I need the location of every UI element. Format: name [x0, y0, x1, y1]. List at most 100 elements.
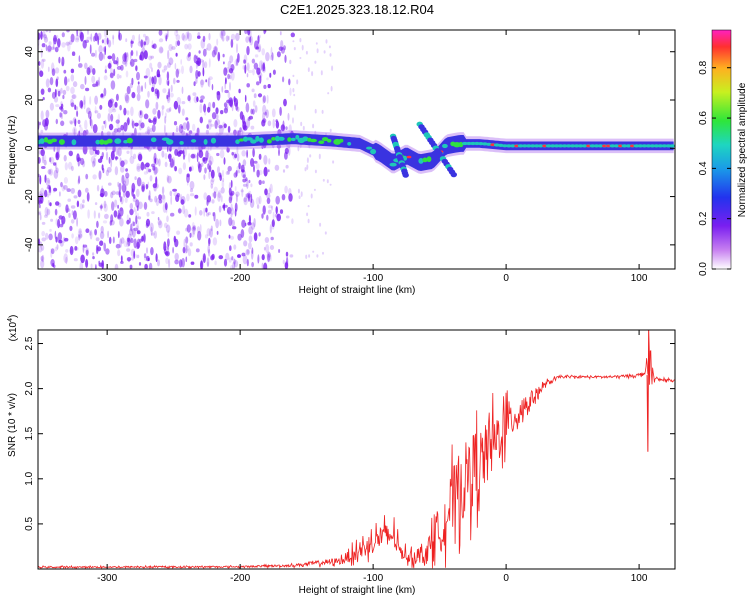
spectrogram-noise-blob	[192, 123, 196, 132]
spectrogram-noise-blob	[223, 123, 227, 129]
spectrogram-noise-blob	[230, 179, 233, 189]
spectrogram-noise-blob	[292, 117, 294, 124]
spectrogram-noise-blob	[158, 194, 163, 201]
spectrogram-noise-blob	[82, 204, 85, 209]
spectrogram-ytick-label: 0	[24, 145, 35, 151]
spectrogram-noise-blob	[287, 146, 291, 156]
spectrogram-ridge-core	[58, 139, 65, 145]
spectrogram-noise-blob	[158, 158, 161, 167]
spectrogram-noise-blob	[143, 233, 146, 243]
spectrogram-noise-blob	[158, 220, 163, 229]
spectrogram-noise-blob	[87, 110, 92, 120]
spectrogram-noise-blob	[269, 72, 272, 78]
spectrogram-noise-blob	[186, 180, 189, 186]
spectrogram-noise-blob	[202, 48, 207, 57]
spectrogram-noise-blob	[252, 68, 255, 76]
spectrogram-noise-blob	[250, 249, 254, 260]
spectrogram-noise-blob	[208, 249, 211, 257]
spectrogram-noise-blob	[292, 88, 295, 93]
spectrogram-noise-blob	[256, 169, 260, 178]
spectrogram-noise-blob	[72, 81, 78, 88]
spectrogram-noise-blob	[227, 91, 231, 99]
spectrogram-noise-blob	[229, 55, 234, 63]
spectrogram-noise-blob	[114, 199, 118, 208]
spectrogram-noise-blob	[136, 71, 140, 81]
spectrogram-noise-blob	[38, 238, 41, 245]
spectrogram-noise-blob	[236, 145, 239, 155]
spectrogram-noise-blob	[246, 62, 250, 71]
spectrogram-noise-blob	[78, 55, 81, 63]
spectrogram-noise-blob	[108, 107, 113, 114]
spectrogram-noise-blob	[84, 119, 88, 130]
spectrogram-noise-blob	[116, 73, 120, 80]
spectrogram-noise-blob	[189, 166, 192, 172]
spectrogram-noise-blob	[183, 238, 186, 249]
spectrogram-noise-blob	[250, 158, 255, 167]
spectrogram-noise-blob	[168, 158, 172, 162]
spectrogram-noise-blob	[105, 248, 110, 255]
spectrogram-ridge	[38, 133, 674, 171]
spectrogram-noise-blob	[249, 30, 252, 39]
spectrogram-noise-blob	[225, 252, 230, 261]
spectrogram-noise-blob	[248, 214, 251, 225]
spectrogram-ridge-core	[347, 142, 352, 146]
spectrogram-noise-blob	[176, 40, 181, 46]
spectrogram-noise-blob	[39, 193, 42, 201]
spectrogram-noise-blob	[104, 65, 107, 71]
spectrogram-noise-blob	[130, 40, 134, 44]
spectrogram-noise-blob	[85, 258, 89, 268]
spectrogram-frame	[37, 29, 676, 270]
spectrogram-noise-blob	[149, 62, 153, 69]
spectrogram-noise-blob	[106, 166, 112, 173]
spectrogram-noise-blob	[161, 105, 165, 110]
spectrogram-noise-blob	[250, 193, 253, 204]
spectrogram-noise-blob	[175, 194, 180, 202]
spectrogram-noise-blob	[196, 226, 200, 234]
spectrogram-noise-blob	[222, 177, 225, 182]
spectrogram-noise-blob	[176, 230, 181, 235]
spectrogram-noise-blob	[174, 166, 178, 172]
spectrogram-noise-blob	[302, 125, 305, 131]
spectrogram-noise-blob	[189, 65, 193, 74]
spectrogram-noise-blob	[95, 237, 100, 242]
spectrogram-noise-blob	[40, 187, 45, 197]
spectrogram-noise-blob	[206, 257, 210, 267]
spectrogram-noise-blob	[56, 244, 59, 250]
spectrogram-noise-blob	[285, 215, 290, 219]
spectrogram-noise-blob	[152, 166, 156, 171]
spectrogram-noise-blob	[93, 157, 97, 167]
spectrogram-noise-blob	[173, 100, 179, 110]
spectrogram-noise-blob	[104, 69, 107, 74]
spectrogram-noise-blob	[55, 151, 60, 161]
spectrogram-noise-blob	[332, 160, 335, 164]
spectrogram-noise-blob	[223, 107, 228, 114]
spectrogram-noise-blob	[133, 227, 139, 232]
spectrogram-noise-blob	[284, 54, 287, 64]
spectrogram-noise-blob	[197, 230, 202, 241]
colorbar-tick-label: 0.2	[698, 211, 709, 225]
spectrogram-noise-blob	[185, 117, 189, 121]
spectrogram-xtick-label: -200	[230, 273, 250, 284]
spectrogram-noise-blob	[146, 211, 150, 217]
spectrogram-noise-blob	[262, 104, 267, 115]
spectrogram-noise-blob	[144, 81, 147, 90]
spectrogram-noise-blob	[188, 130, 193, 135]
spectrogram-noise-blob	[87, 30, 89, 35]
spectrogram-noise-blob	[251, 261, 255, 268]
spectrogram-noise-blob	[43, 36, 49, 43]
spectrogram-noise-blob	[204, 167, 207, 174]
colorbar-tick-label: 0.8	[698, 60, 709, 74]
spectrogram-noise-blob	[262, 95, 266, 103]
spectrogram-noise-blob	[174, 62, 177, 70]
spectrogram-ridge-core	[95, 139, 101, 145]
spectrogram-ridge-core	[366, 146, 373, 150]
spectrogram-noise-blob	[161, 194, 166, 200]
spectrogram-noise-blob	[103, 203, 108, 212]
spectrogram-noise-blob	[47, 45, 52, 52]
spectrogram-noise-blob	[130, 237, 134, 244]
spectrogram-noise-blob	[136, 225, 140, 234]
spectrogram-noise-blob	[276, 51, 281, 58]
spectrogram-noise-blob	[316, 48, 319, 54]
spectrogram-noise-blob	[133, 250, 136, 259]
spectrogram-noise-blob	[55, 104, 60, 108]
